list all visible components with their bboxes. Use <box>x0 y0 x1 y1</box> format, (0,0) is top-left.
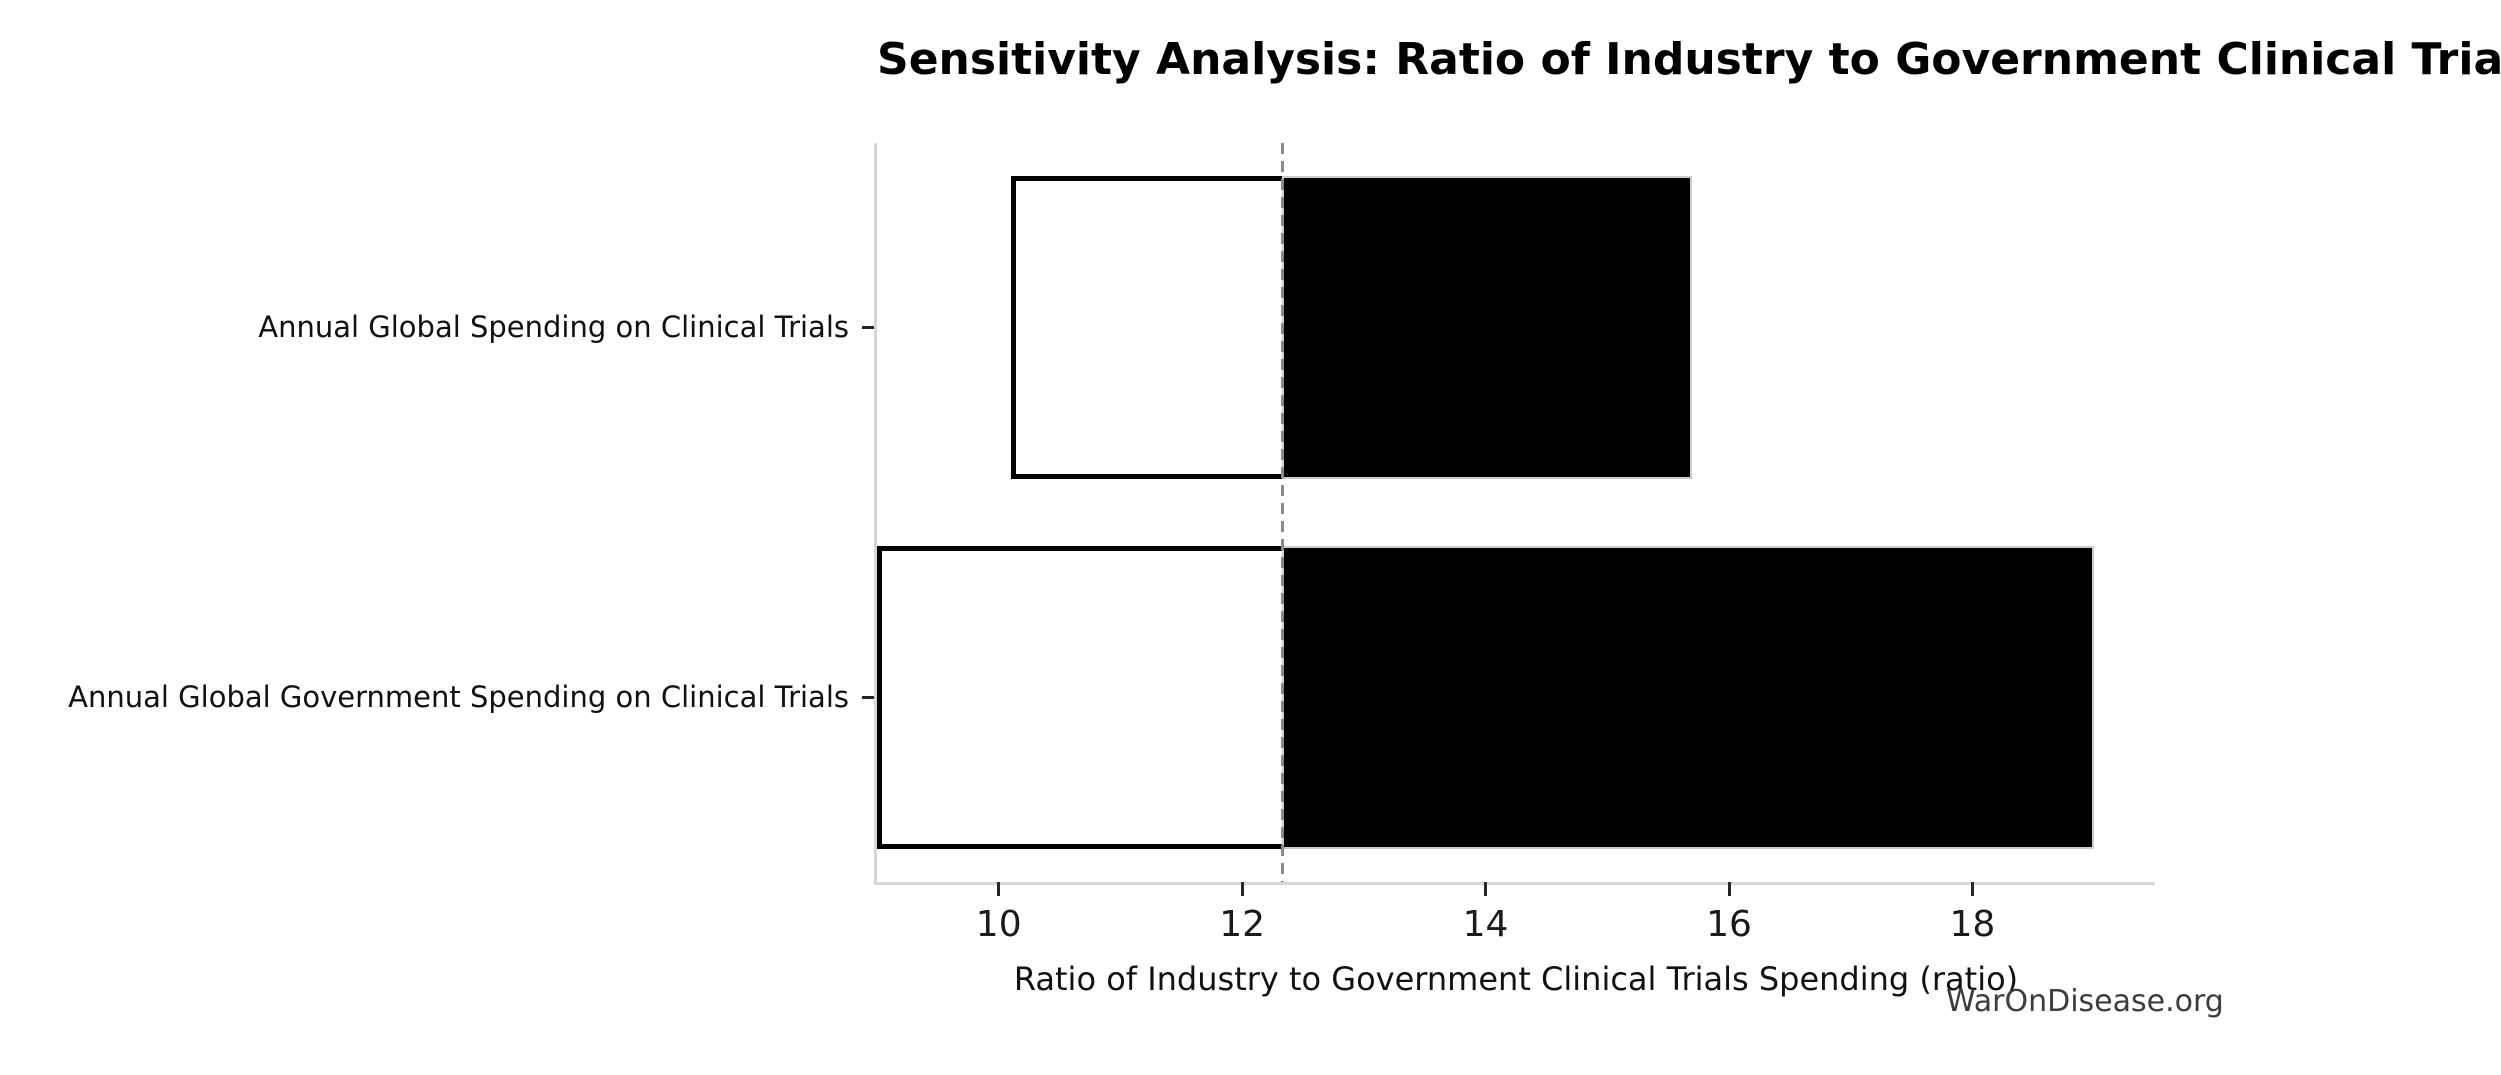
plot-area <box>874 143 2155 885</box>
x-tick <box>1484 882 1488 896</box>
y-tick <box>862 695 874 699</box>
tornado-bar-high-segment <box>1282 545 2095 849</box>
x-tick-label: 12 <box>1219 904 1266 945</box>
y-tick-label: Annual Global Spending on Clinical Trial… <box>258 310 849 345</box>
y-tick-label: Annual Global Government Spending on Cli… <box>68 679 849 714</box>
x-tick-label: 16 <box>1706 904 1752 945</box>
x-tick-label: 14 <box>1462 904 1509 945</box>
y-tick <box>862 326 874 330</box>
x-tick-label: 10 <box>975 904 1022 945</box>
x-tick <box>1970 882 1974 896</box>
x-axis-label: Ratio of Industry to Government Clinical… <box>1013 960 2019 998</box>
chart-title: Sensitivity Analysis: Ratio of Industry … <box>877 34 2501 85</box>
baseline-dashed-line <box>1280 143 1284 882</box>
x-tick <box>997 882 1001 896</box>
x-axis-spine <box>874 882 2155 885</box>
x-tick <box>1727 882 1731 896</box>
tornado-bar-high-segment <box>1282 176 1693 480</box>
x-tick-label: 18 <box>1949 904 1996 945</box>
y-axis-spine <box>874 143 877 882</box>
watermark-text: WarOnDisease.org <box>1946 984 2224 1019</box>
x-tick <box>1240 882 1244 896</box>
